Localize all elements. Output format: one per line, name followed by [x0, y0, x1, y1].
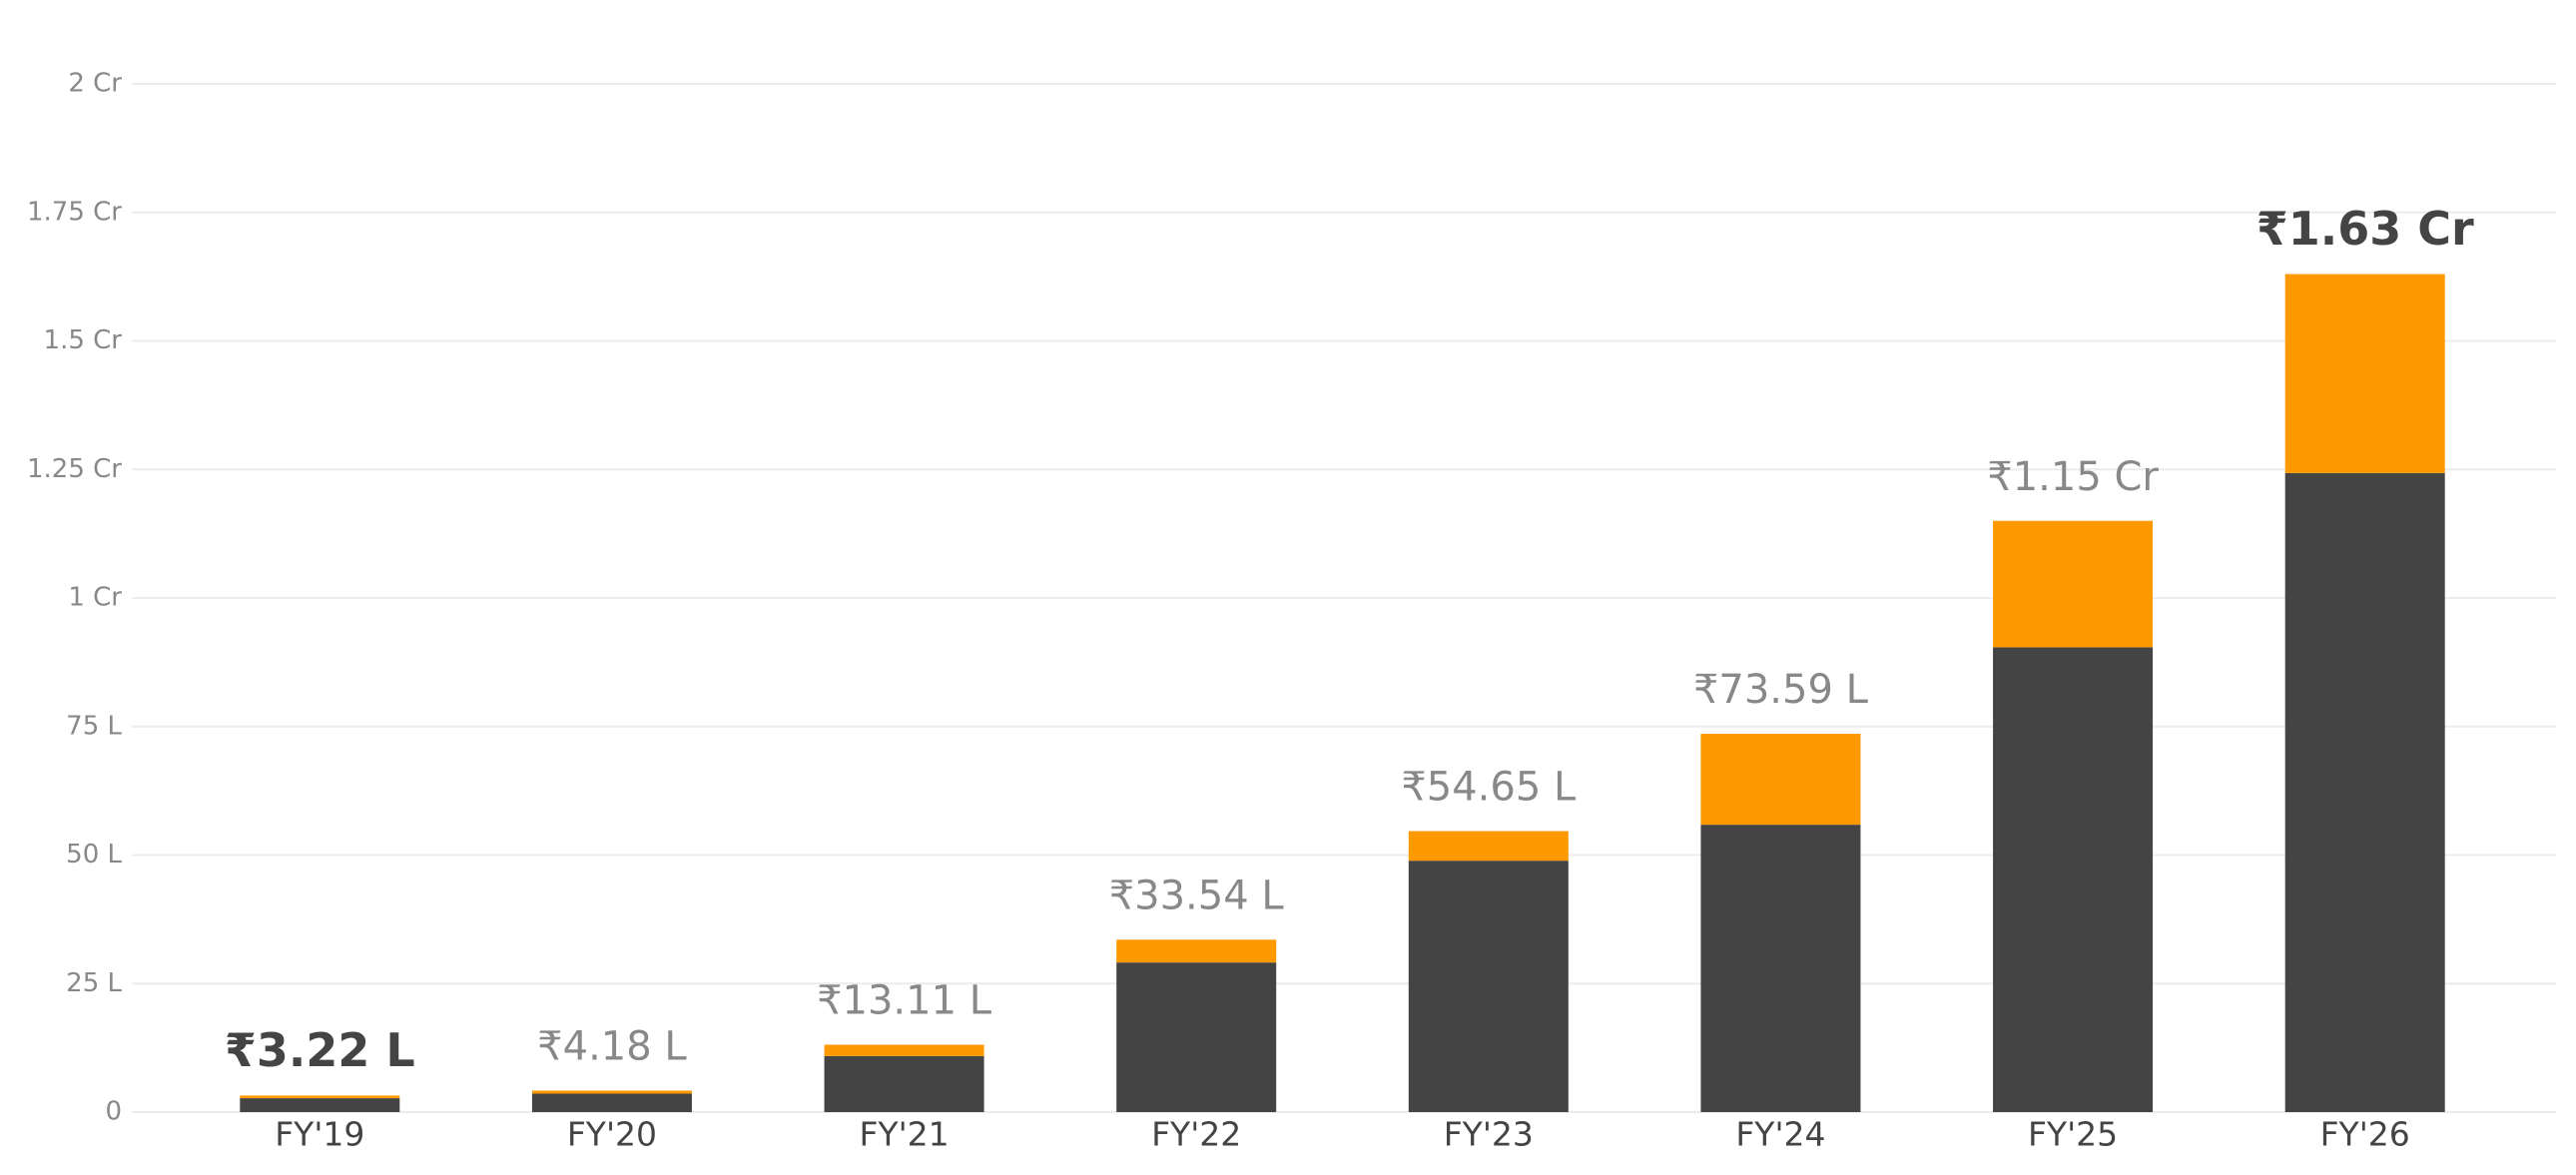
bar-segment	[824, 1055, 984, 1112]
y-tick-label: 1 Cr	[68, 583, 122, 613]
y-tick-label: 75 L	[66, 711, 122, 741]
bar-segment	[824, 1044, 984, 1056]
total-label: ₹1.63 Cr	[2256, 202, 2474, 256]
y-tick-label: 1.5 Cr	[44, 325, 123, 355]
bar-segment	[1993, 520, 2154, 648]
bar-segment	[2284, 274, 2445, 473]
total-label: ₹1.15 Cr	[1987, 454, 2159, 500]
x-tick-label: FY'23	[1444, 1115, 1534, 1154]
x-tick-label: FY'25	[2028, 1115, 2118, 1154]
x-tick-label: FY'26	[2320, 1115, 2410, 1154]
total-label: ₹3.22 L	[225, 1023, 415, 1077]
total-label: ₹54.65 L	[1401, 765, 1577, 811]
bar-segment	[1700, 825, 1861, 1112]
y-tick-label: 25 L	[66, 968, 122, 998]
y-tick-label: 50 L	[66, 840, 122, 870]
x-tick-label: FY'22	[1151, 1115, 1241, 1154]
bar-segment	[531, 1090, 692, 1094]
bar-segment	[1408, 861, 1569, 1112]
x-tick-label: FY'19	[275, 1115, 364, 1154]
x-tick-label: FY'21	[859, 1115, 949, 1154]
bar-segment	[240, 1098, 400, 1112]
bar-segment	[531, 1093, 692, 1112]
bar-segment	[240, 1095, 400, 1099]
y-tick-label: 1.75 Cr	[27, 197, 122, 227]
bar-segment	[1116, 962, 1277, 1112]
x-tick-label: FY'20	[567, 1115, 657, 1154]
y-tick-label: 1.25 Cr	[27, 454, 122, 484]
bar-segment	[1116, 939, 1277, 963]
bar-segment	[1408, 831, 1569, 862]
y-tick-label: 0	[105, 1097, 122, 1127]
x-tick-label: FY'24	[1735, 1115, 1825, 1154]
total-label: ₹4.18 L	[537, 1023, 687, 1069]
y-tick-label: 2 Cr	[68, 69, 122, 99]
bar-segment	[2284, 472, 2445, 1113]
bar-segment	[1700, 734, 1861, 826]
bar-segment	[1993, 647, 2154, 1112]
total-label: ₹33.54 L	[1109, 873, 1285, 918]
total-label: ₹13.11 L	[817, 977, 992, 1023]
total-label: ₹73.59 L	[1693, 667, 1869, 713]
